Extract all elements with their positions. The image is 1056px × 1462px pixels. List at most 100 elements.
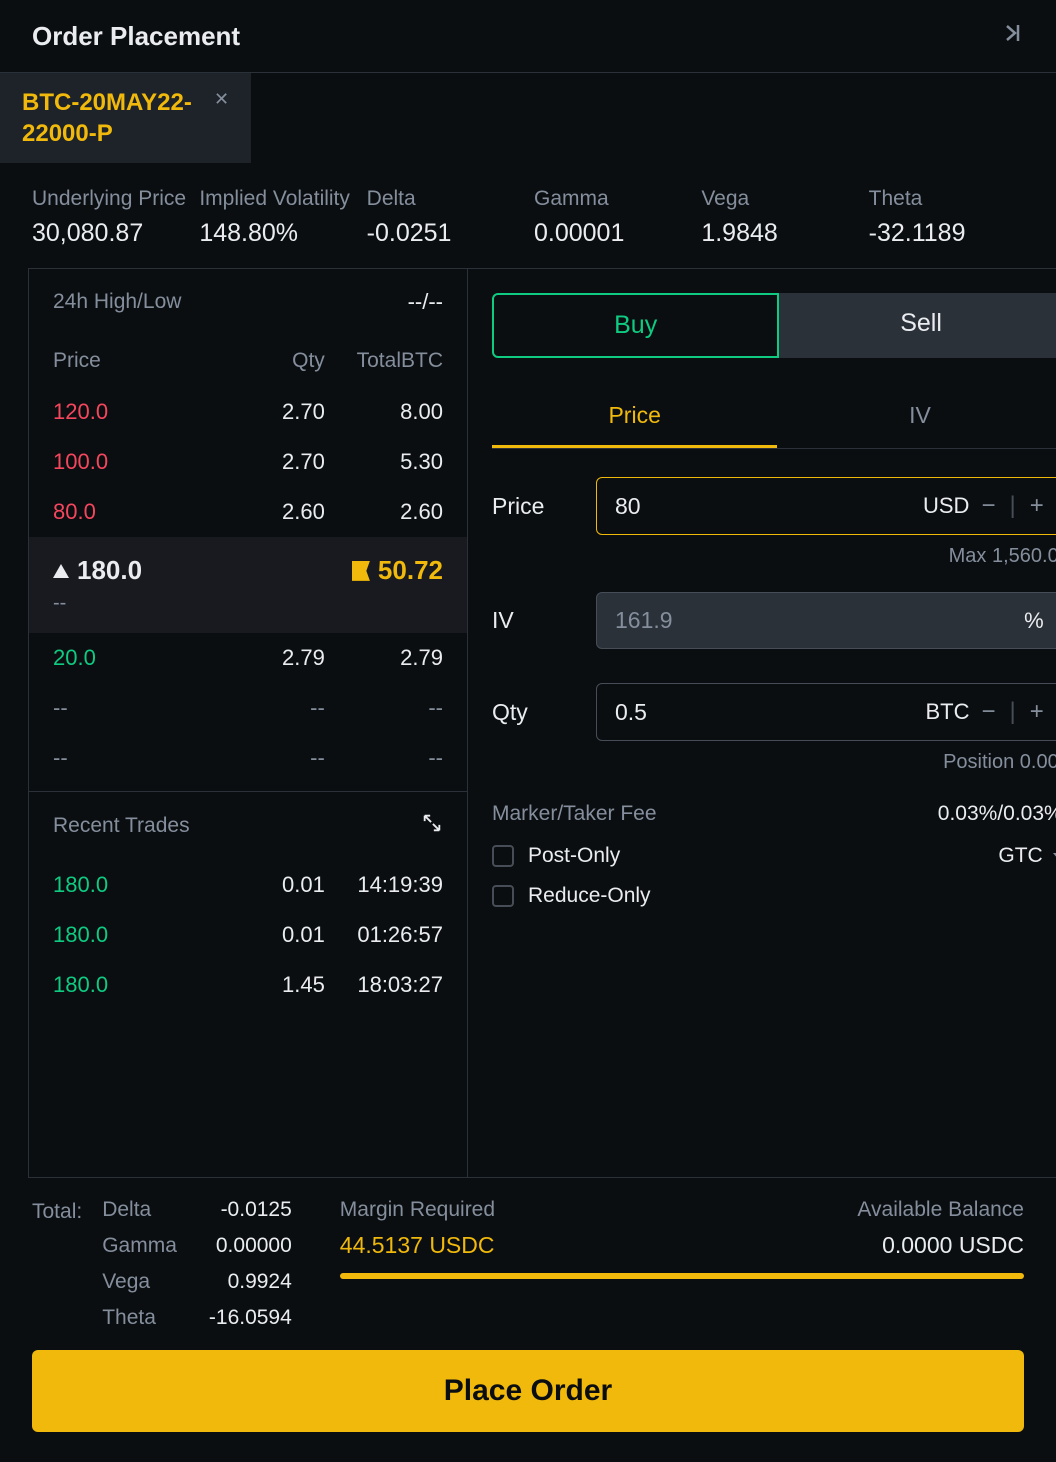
margin-required-label: Margin Required (340, 1198, 495, 1222)
qty-hint: Position 0.00 (492, 751, 1056, 774)
underlying-price-label: Underlying Price (32, 187, 187, 211)
sell-tab[interactable]: Sell (779, 293, 1056, 358)
collapse-icon[interactable] (1000, 20, 1024, 52)
fee-label: Marker/Taker Fee (492, 802, 657, 826)
iv-value: 148.80% (199, 219, 354, 248)
total-vega-label: Vega (102, 1270, 177, 1294)
bid-price: -- (53, 745, 207, 771)
total-delta-label: Delta (102, 1198, 177, 1222)
orderbook-ask-row[interactable]: 120.0 2.70 8.00 (29, 387, 467, 437)
price-subtab[interactable]: Price (492, 386, 777, 448)
delta: Delta -0.0251 (367, 187, 522, 248)
orderbook-ask-row[interactable]: 100.0 2.70 5.30 (29, 437, 467, 487)
qty-field-label: Qty (492, 699, 568, 726)
recent-trade-row: 180.0 1.45 18:03:27 (29, 960, 467, 1010)
arrow-up-icon (53, 564, 69, 578)
ask-price: 100.0 (53, 449, 207, 475)
trade-time: 14:19:39 (325, 872, 443, 898)
highlow-label: 24h High/Low (53, 290, 181, 314)
orderbook-ask-row[interactable]: 80.0 2.60 2.60 (29, 487, 467, 537)
ask-qty: 2.60 (207, 499, 325, 525)
trade-qty: 1.45 (207, 972, 325, 998)
highlow-value: --/-- (408, 289, 443, 315)
qty-decrement[interactable]: − (981, 698, 995, 726)
divider: | (1009, 492, 1015, 520)
bid-total: 2.79 (325, 645, 443, 671)
available-balance-label: Available Balance (857, 1198, 1024, 1222)
expand-icon[interactable] (421, 812, 443, 840)
underlying-price: Underlying Price 30,080.87 (32, 187, 187, 248)
buy-tab[interactable]: Buy (492, 293, 779, 358)
fee-value: 0.03%/0.03% (938, 802, 1056, 826)
price-increment[interactable]: + (1030, 492, 1044, 520)
close-icon[interactable]: ✕ (214, 89, 229, 110)
bid-price: 20.0 (53, 645, 207, 671)
orderbook-bid-row[interactable]: -- -- -- (29, 733, 467, 783)
available-balance-value: 0.0000 USDC (882, 1232, 1024, 1259)
iv-subtab[interactable]: IV (777, 386, 1056, 448)
total-theta-label: Theta (102, 1306, 177, 1330)
recent-trade-row: 180.0 0.01 14:19:39 (29, 860, 467, 910)
orderbook-bid-row[interactable]: -- -- -- (29, 683, 467, 733)
theta-label: Theta (869, 187, 1024, 211)
margin-progress (340, 1273, 1024, 1279)
bid-qty: 2.79 (207, 645, 325, 671)
iv-field: % (596, 592, 1056, 649)
iv-input (615, 607, 1012, 634)
theta: Theta -32.1189 (869, 187, 1024, 248)
total-vega-value: 0.9924 (209, 1270, 292, 1294)
reduce-only-label: Reduce-Only (528, 884, 651, 908)
trade-time: 18:03:27 (325, 972, 443, 998)
price-input[interactable] (615, 493, 911, 520)
total-gamma-label: Gamma (102, 1234, 177, 1258)
gamma-value: 0.00001 (534, 219, 689, 248)
post-only-label: Post-Only (528, 844, 620, 868)
underlying-price-value: 30,080.87 (32, 219, 187, 248)
delta-value: -0.0251 (367, 219, 522, 248)
delta-label: Delta (367, 187, 522, 211)
price-unit: USD (923, 493, 969, 519)
iv-label: Implied Volatility (199, 187, 354, 211)
instrument-tab[interactable]: BTC-20MAY22-22000-P ✕ (0, 73, 251, 163)
trade-price: 180.0 (53, 972, 207, 998)
ask-price: 80.0 (53, 499, 207, 525)
ask-qty: 2.70 (207, 399, 325, 425)
flag-icon (352, 561, 370, 581)
mid-price: 180.0 (77, 555, 142, 586)
qty-field[interactable]: BTC − | + (596, 683, 1056, 741)
trade-qty: 0.01 (207, 922, 325, 948)
gamma-label: Gamma (534, 187, 689, 211)
reduce-only-checkbox[interactable] (492, 885, 514, 907)
total-delta-value: -0.0125 (209, 1198, 292, 1222)
price-decrement[interactable]: − (981, 492, 995, 520)
vega-label: Vega (701, 187, 856, 211)
orderbook-bid-row[interactable]: 20.0 2.79 2.79 (29, 633, 467, 683)
totals-title: Total: (32, 1198, 82, 1330)
divider: | (1009, 698, 1015, 726)
total-theta-value: -16.0594 (209, 1306, 292, 1330)
ask-total: 5.30 (325, 449, 443, 475)
iv-unit: % (1024, 608, 1044, 634)
ask-qty: 2.70 (207, 449, 325, 475)
qty-input[interactable] (615, 699, 913, 726)
orderbook-mid: 180.0 -- 50.72 (29, 537, 467, 633)
implied-volatility: Implied Volatility 148.80% (199, 187, 354, 248)
bid-qty: -- (207, 745, 325, 771)
trade-qty: 0.01 (207, 872, 325, 898)
price-hint: Max 1,560.0 (492, 545, 1056, 568)
trade-price: 180.0 (53, 922, 207, 948)
iv-field-label: IV (492, 607, 568, 634)
recent-trade-row: 180.0 0.01 01:26:57 (29, 910, 467, 960)
vega: Vega 1.9848 (701, 187, 856, 248)
ask-total: 8.00 (325, 399, 443, 425)
trade-time: 01:26:57 (325, 922, 443, 948)
post-only-checkbox[interactable] (492, 845, 514, 867)
window-title: Order Placement (32, 21, 240, 52)
qty-increment[interactable]: + (1030, 698, 1044, 726)
place-order-button[interactable]: Place Order (32, 1350, 1024, 1432)
time-in-force-select[interactable]: GTC (998, 844, 1056, 868)
ask-total: 2.60 (325, 499, 443, 525)
recent-trades-title: Recent Trades (53, 814, 190, 838)
ask-price: 120.0 (53, 399, 207, 425)
price-field[interactable]: USD − | + (596, 477, 1056, 535)
